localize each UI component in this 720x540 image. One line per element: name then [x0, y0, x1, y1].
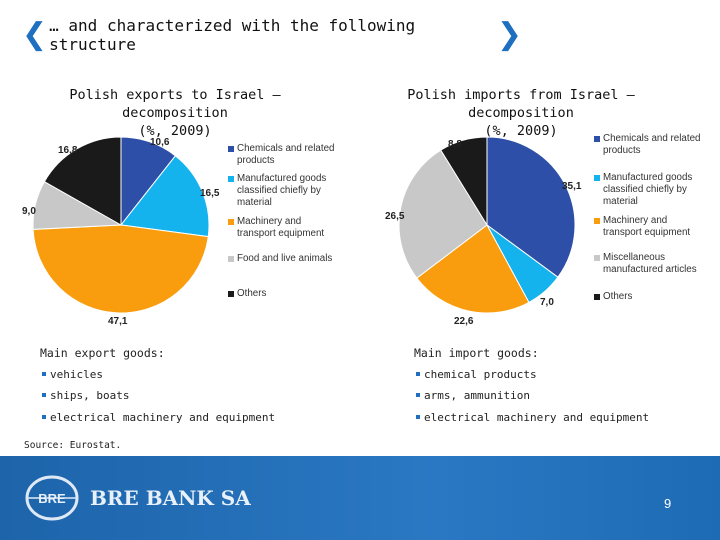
legend-label: Machinery and transport equipment [603, 215, 691, 238]
exports-legend-item: Machinery and transport equipment [228, 216, 336, 250]
imports-label-machinery: 22,6 [454, 316, 474, 327]
imports-chart-title-line1: Polish imports from Israel – decompositi… [407, 87, 635, 121]
imports-label-manufactured: 7,0 [540, 297, 554, 308]
exports-legend-item: Others [228, 288, 336, 300]
imports-legend-item: Miscellaneous manufactured articles [594, 252, 704, 288]
export-goods-item-text: electrical machinery and equipment [50, 411, 276, 424]
chevron-right-icon: ❯ [496, 17, 522, 52]
exports-slice-3 [32, 224, 209, 314]
imports-pie-chart [398, 136, 576, 314]
imports-slice-1 [486, 136, 576, 278]
source-note: Source: Eurostat. [24, 440, 122, 451]
export-goods-item: electrical machinery and equipment [42, 411, 275, 424]
import-goods-item: electrical machinery and equipment [416, 411, 649, 424]
exports-label-manufactured: 16,5 [200, 188, 220, 199]
bullet-icon [42, 415, 46, 419]
imports-slice-3 [416, 224, 530, 314]
imports-legend-item: Chemicals and related products [594, 133, 704, 169]
import-goods-item-text: chemical products [424, 368, 537, 381]
legend-label: Miscellaneous manufactured articles [603, 252, 697, 275]
export-goods-item: vehicles [42, 368, 103, 381]
legend-swatch [594, 255, 600, 261]
import-goods-item-text: electrical machinery and equipment [424, 411, 650, 424]
legend-swatch [594, 136, 600, 142]
imports-legend: Chemicals and related products Manufactu… [594, 133, 704, 306]
legend-label: Chemicals and related products [603, 133, 701, 156]
legend-swatch [228, 291, 234, 297]
bre-logo-icon: BRE [25, 475, 79, 521]
import-goods-title: Main import goods: [414, 346, 539, 360]
imports-label-chemicals: 35,1 [562, 181, 582, 192]
import-goods-item-text: arms, ammunition [424, 389, 530, 402]
exports-legend: Chemicals and related products Manufactu… [228, 143, 336, 303]
slide-title-text: … and characterized with the following s… [49, 16, 416, 54]
exports-label-food: 9,0 [22, 206, 36, 217]
exports-legend-item: Manufactured goods classified chiefly by… [228, 173, 336, 213]
imports-legend-item: Machinery and transport equipment [594, 215, 704, 249]
legend-label: Machinery and transport equipment [237, 216, 325, 239]
exports-label-machinery: 47,1 [108, 316, 128, 327]
imports-chart-title-line2: (%, 2009) [484, 123, 558, 139]
exports-legend-item: Chemicals and related products [228, 143, 336, 170]
legend-swatch [228, 256, 234, 262]
import-goods-item: arms, ammunition [416, 389, 530, 402]
exports-legend-item: Food and live animals [228, 253, 336, 285]
exports-slice-5 [43, 136, 122, 226]
imports-legend-item: Others [594, 291, 704, 303]
legend-swatch [594, 175, 600, 181]
chevron-left-icon: ❮ [22, 17, 48, 52]
legend-label: Manufactured goods classified chiefly by… [603, 172, 693, 207]
legend-label: Food and live animals [237, 253, 333, 264]
export-goods-title: Main export goods: [40, 346, 165, 360]
exports-chart-title-line2: (%, 2009) [138, 123, 212, 139]
legend-label: Chemicals and related products [237, 143, 335, 166]
imports-chart-title: Polish imports from Israel – decompositi… [356, 86, 686, 140]
imports-label-misc: 26,5 [385, 211, 405, 222]
legend-swatch [228, 176, 234, 182]
import-goods-item: chemical products [416, 368, 537, 381]
brand-name: BRE BANK SA [90, 486, 251, 510]
imports-legend-item: Manufactured goods classified chiefly by… [594, 172, 704, 212]
legend-label: Others [603, 291, 633, 302]
legend-swatch [228, 219, 234, 225]
imports-slice-4 [398, 149, 488, 279]
imports-label-others: 8,8 [448, 139, 462, 150]
page-number: 9 [664, 496, 672, 511]
bullet-icon [42, 372, 46, 376]
exports-label-others: 16,8 [58, 145, 78, 156]
legend-swatch [594, 294, 600, 300]
legend-label: Others [237, 288, 267, 299]
export-goods-item: ships, boats [42, 389, 129, 402]
exports-pie-chart [32, 136, 210, 314]
logo-text: BRE [38, 491, 66, 506]
legend-label: Manufactured goods classified chiefly by… [237, 173, 327, 208]
export-goods-item-text: ships, boats [50, 389, 130, 402]
bullet-icon [416, 393, 420, 397]
footer-bar [0, 456, 720, 540]
exports-chart-title-line1: Polish exports to Israel – decomposition [69, 87, 281, 121]
legend-swatch [594, 218, 600, 224]
legend-swatch [228, 146, 234, 152]
bullet-icon [42, 393, 46, 397]
bullet-icon [416, 415, 420, 419]
slide-title: ❮ … and characterized with the following… [22, 16, 522, 54]
exports-chart-title: Polish exports to Israel – decomposition… [20, 86, 330, 140]
export-goods-item-text: vehicles [50, 368, 103, 381]
imports-slice-5 [440, 136, 488, 227]
exports-label-chemicals: 10,6 [150, 137, 170, 148]
exports-slice-2 [120, 155, 210, 238]
bullet-icon [416, 372, 420, 376]
